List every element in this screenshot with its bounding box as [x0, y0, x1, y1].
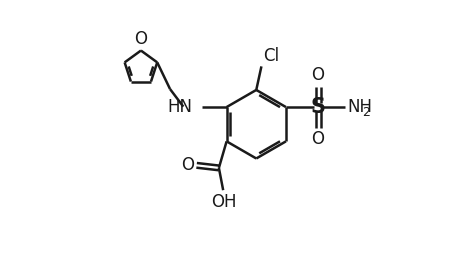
Text: O: O	[135, 30, 147, 48]
Text: Cl: Cl	[263, 47, 279, 65]
Text: O: O	[181, 156, 194, 174]
Text: OH: OH	[211, 193, 237, 211]
Text: S: S	[310, 97, 326, 117]
Text: O: O	[311, 66, 325, 84]
Text: NH: NH	[347, 98, 372, 116]
Text: O: O	[311, 130, 325, 148]
Text: HN: HN	[167, 98, 192, 116]
Text: 2: 2	[363, 106, 370, 119]
